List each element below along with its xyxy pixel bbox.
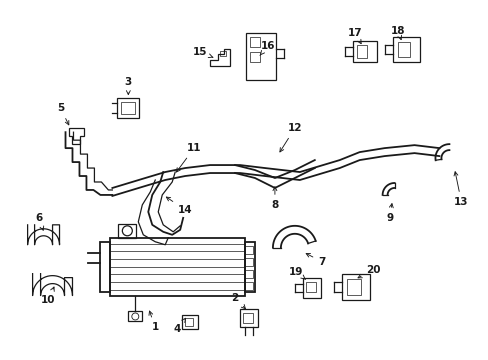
Bar: [182, 315, 198, 329]
Bar: [397, 41, 408, 58]
Bar: [118, 224, 136, 238]
Text: 17: 17: [346, 28, 361, 44]
Text: 19: 19: [288, 267, 305, 279]
Text: 3: 3: [124, 77, 132, 95]
Bar: [244, 270, 252, 278]
Bar: [305, 282, 315, 292]
Bar: [356, 45, 366, 58]
Text: 15: 15: [192, 48, 212, 58]
Text: 12: 12: [279, 123, 302, 152]
Bar: [244, 258, 252, 266]
Text: 13: 13: [453, 172, 468, 207]
Bar: [128, 311, 142, 321]
Text: 2: 2: [231, 293, 245, 309]
Text: 11: 11: [176, 143, 201, 172]
Text: 8: 8: [271, 187, 278, 210]
Bar: [117, 98, 139, 118]
Text: 7: 7: [305, 253, 325, 267]
Bar: [352, 41, 376, 62]
Text: 5: 5: [57, 103, 69, 125]
Text: 10: 10: [41, 287, 56, 305]
Bar: [346, 279, 360, 294]
Text: 18: 18: [389, 26, 404, 40]
Bar: [244, 282, 252, 289]
Text: 4: 4: [173, 318, 185, 334]
Text: 1: 1: [149, 311, 159, 332]
Bar: [110, 238, 244, 296]
Bar: [302, 278, 320, 298]
Bar: [240, 310, 258, 328]
Bar: [392, 37, 420, 62]
Bar: [245, 32, 275, 80]
Text: 6: 6: [35, 213, 43, 230]
Bar: [249, 53, 260, 62]
Bar: [121, 102, 135, 114]
Bar: [220, 50, 225, 57]
Bar: [243, 314, 252, 323]
Bar: [341, 274, 369, 300]
Bar: [249, 37, 260, 46]
Text: 14: 14: [166, 197, 192, 215]
Bar: [185, 319, 193, 327]
Bar: [244, 246, 252, 254]
Text: 16: 16: [260, 41, 275, 55]
Text: 9: 9: [385, 204, 392, 223]
Text: 20: 20: [357, 265, 380, 278]
